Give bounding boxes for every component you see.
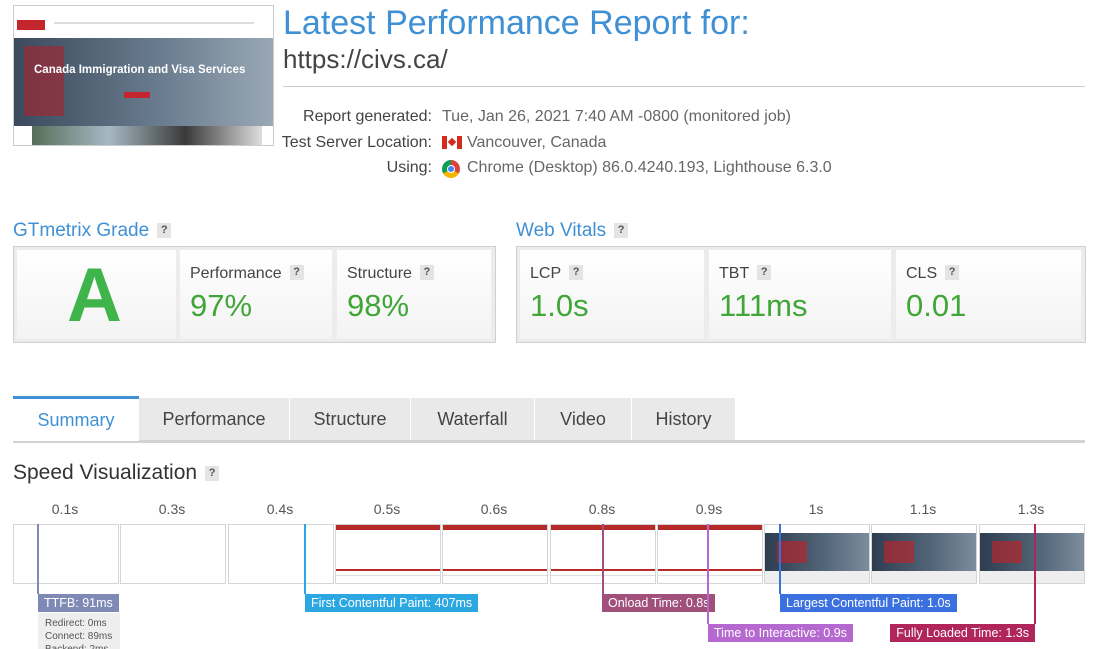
detail-value: Vancouver, Canada <box>467 134 607 151</box>
metric-label: Structure <box>347 265 412 282</box>
metric-value: 111ms <box>719 288 808 323</box>
filmstrip-frame <box>13 524 119 584</box>
canada-flag <box>442 136 462 149</box>
marker-label: First Contentful Paint: 407ms <box>305 594 479 612</box>
speed-title: Speed Visualization? <box>13 461 220 485</box>
metric-label: Performance <box>190 265 282 282</box>
grade-title: GTmetrix Grade? <box>13 220 172 242</box>
help-icon[interactable]: ? <box>614 223 629 238</box>
filmstrip-frame <box>657 524 763 584</box>
metric-value: 0.01 <box>906 288 967 323</box>
help-icon[interactable]: ? <box>945 265 960 280</box>
frame-time: 0.9s <box>695 501 723 517</box>
frame-time: 0.6s <box>480 501 508 517</box>
marker-label: Fully Loaded Time: 1.3s <box>890 624 1035 642</box>
grade-letter: A <box>67 253 122 338</box>
vitals-title: Web Vitals? <box>516 220 629 242</box>
metric-cell: Structure? 98% <box>337 250 491 339</box>
metric-cell: LCP? 1.0s <box>520 250 704 339</box>
filmstrip-frame <box>120 524 226 584</box>
site-thumbnail: Canada Immigration and Visa Services <box>13 5 274 146</box>
help-icon[interactable]: ? <box>569 265 584 280</box>
frame-time: 1s <box>808 501 824 517</box>
help-icon[interactable]: ? <box>757 265 772 280</box>
metric-label: TBT <box>719 265 750 282</box>
detail-label: Report generated: <box>303 108 432 125</box>
frame-time: 0.8s <box>588 501 616 517</box>
marker-label: TTFB: 91ms <box>38 594 119 612</box>
grade-cell: A <box>17 250 176 339</box>
help-icon[interactable]: ? <box>419 265 434 280</box>
frame-time: 1.3s <box>1017 501 1045 517</box>
filmstrip-frame <box>442 524 548 584</box>
detail-value: Chrome (Desktop) 86.0.4240.193, Lighthou… <box>467 159 832 176</box>
tab-underline <box>13 440 1085 443</box>
tab[interactable]: History <box>632 398 735 440</box>
frame-time: 0.1s <box>51 501 79 517</box>
frame-time: 0.3s <box>158 501 186 517</box>
grade-box: A Performance? 97% Structure? 98% <box>13 246 496 343</box>
metric-cell: Performance? 97% <box>180 250 332 339</box>
detail-value: Tue, Jan 26, 2021 7:40 AM -0800 (monitor… <box>442 108 791 125</box>
filmstrip-frame <box>764 524 870 584</box>
metric-value: 1.0s <box>530 288 589 323</box>
marker-line <box>37 524 39 594</box>
grade-title-text: GTmetrix Grade <box>13 220 150 241</box>
metric-cell: CLS? 0.01 <box>896 250 1081 339</box>
tab[interactable]: Performance <box>139 398 289 440</box>
tab[interactable]: Summary <box>13 396 139 441</box>
frame-time: 1.1s <box>909 501 937 517</box>
frame-time: 0.5s <box>373 501 401 517</box>
tab[interactable]: Structure <box>290 398 410 440</box>
filmstrip-frame <box>979 524 1085 584</box>
metric-value: 98% <box>347 288 410 323</box>
metric-label: LCP <box>530 265 562 282</box>
divider <box>283 86 1085 87</box>
tab[interactable]: Video <box>535 398 631 440</box>
filmstrip-frame <box>335 524 441 584</box>
detail-label: Test Server Location: <box>281 134 432 151</box>
marker-line <box>602 524 604 594</box>
help-icon[interactable]: ? <box>205 466 220 481</box>
tab[interactable]: Waterfall <box>411 398 534 440</box>
marker-label: Largest Contentful Paint: 1.0s <box>780 594 957 612</box>
ttfb-detail: Backend: 2ms <box>45 644 108 649</box>
marker-line <box>707 524 709 624</box>
vitals-box: LCP? 1.0s TBT? 111ms CLS? 0.01 <box>516 246 1086 343</box>
metric-value: 97% <box>190 288 253 323</box>
filmstrip-frame <box>871 524 977 584</box>
ttfb-details: Redirect: 0ms Connect: 89ms Backend: 2ms <box>38 613 120 649</box>
detail-label: Using: <box>386 159 432 176</box>
chrome-icon <box>442 160 460 178</box>
ttfb-detail: Connect: 89ms <box>45 631 113 642</box>
thumbnail-heading: Canada Immigration and Visa Services <box>34 64 246 76</box>
frame-time: 0.4s <box>266 501 294 517</box>
report-url: https://civs.ca/ <box>283 44 448 74</box>
marker-line <box>779 524 781 594</box>
speed-title-text: Speed Visualization <box>13 461 198 484</box>
metric-label: CLS <box>906 265 938 282</box>
marker-line <box>1034 524 1036 624</box>
ttfb-detail: Redirect: 0ms <box>45 618 107 629</box>
marker-label: Time to Interactive: 0.9s <box>708 624 853 642</box>
help-icon[interactable]: ? <box>157 223 172 238</box>
report-title: Latest Performance Report for: <box>283 4 750 42</box>
filmstrip-frame <box>228 524 334 584</box>
marker-line <box>304 524 306 594</box>
help-icon[interactable]: ? <box>289 265 304 280</box>
metric-cell: TBT? 111ms <box>709 250 891 339</box>
marker-label: Onload Time: 0.8s <box>602 594 716 612</box>
vitals-title-text: Web Vitals <box>516 220 607 241</box>
